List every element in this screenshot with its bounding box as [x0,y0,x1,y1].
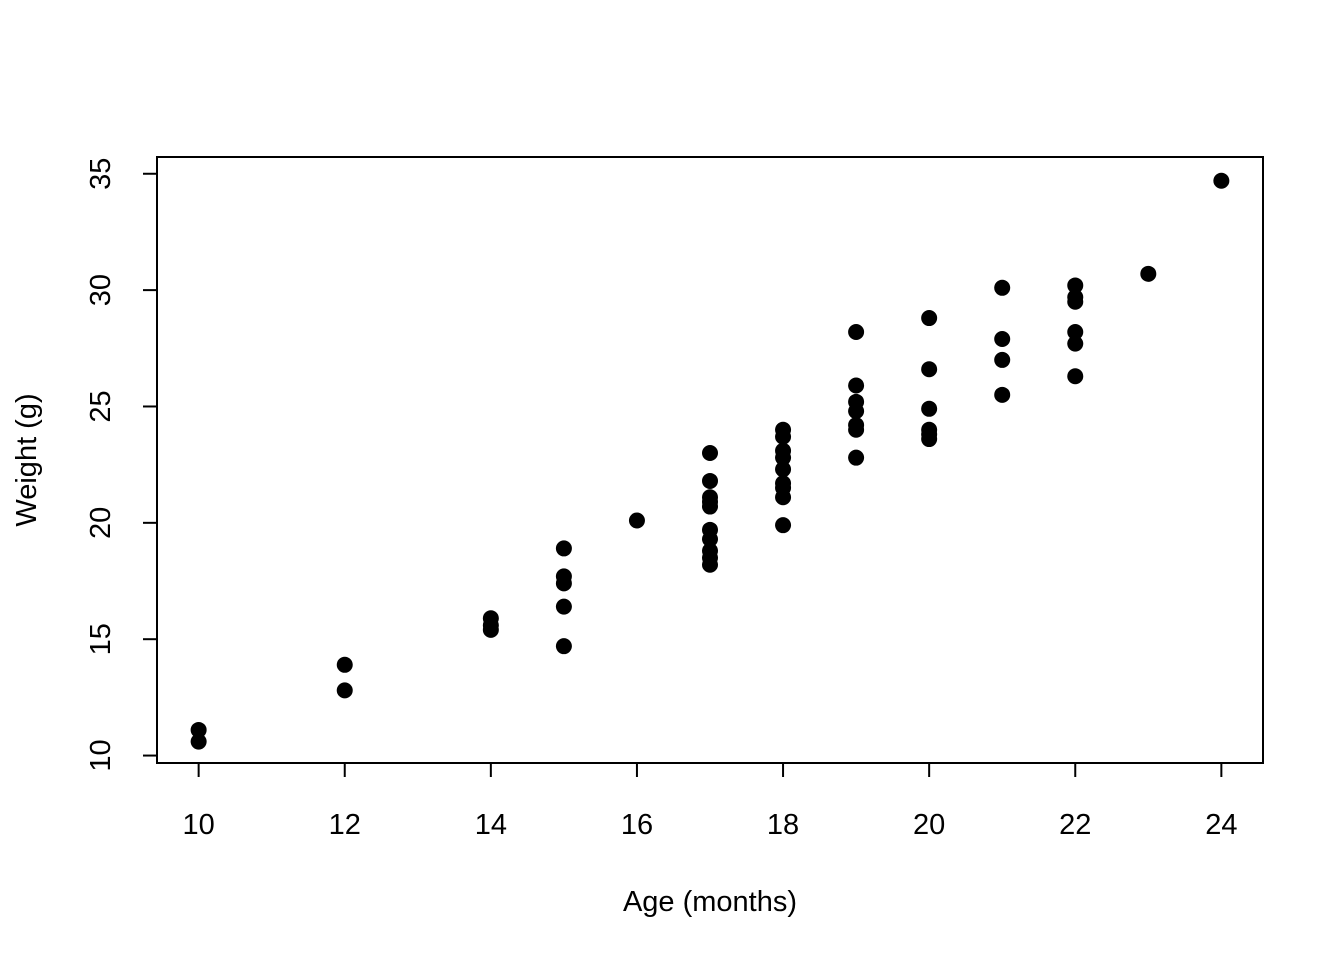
x-tick-label: 10 [183,809,215,841]
data-point [775,428,792,445]
x-tick-label: 24 [1205,809,1237,841]
data-point [775,517,792,534]
data-point [1067,277,1084,294]
y-tick-label: 30 [85,274,117,306]
data-point [190,721,207,738]
data-point [994,386,1011,403]
data-point [702,445,718,462]
data-point [702,472,718,489]
data-point [336,656,353,673]
data-point [848,421,865,438]
data-point [702,556,718,573]
data-point [555,540,572,557]
data-point [848,403,865,420]
data-point [336,682,353,699]
data-point [555,575,572,592]
data-point [921,400,938,417]
data-point [1067,368,1084,385]
y-axis: 10 15 20 25 30 35 [85,158,158,772]
data-point [921,431,938,448]
x-tick-label: 20 [913,809,945,841]
data-point [848,377,865,394]
data-point [775,489,792,506]
y-tick-label: 20 [85,507,117,539]
x-tick-label: 12 [329,809,361,841]
data-point [628,512,645,529]
data-point [555,638,572,655]
x-tick-label: 18 [767,809,799,841]
data-point [775,449,792,466]
data-point [921,310,938,327]
data-point [1213,172,1230,189]
y-tick-label: 35 [85,158,117,190]
data-point [994,351,1011,368]
data-point [482,621,499,638]
x-tick-label: 16 [621,809,653,841]
data-point [1067,324,1084,341]
x-tick-label: 22 [1059,809,1091,841]
data-point [994,330,1011,347]
data-point [190,733,207,750]
y-tick-label: 15 [85,623,117,655]
data-point [1067,293,1084,310]
data-point [848,324,865,341]
data-point [994,279,1011,296]
x-axis: 10 12 14 16 18 20 22 24 [183,762,1237,841]
y-tick-label: 10 [85,739,117,771]
data-point [1140,265,1157,282]
data-point [775,461,792,478]
data-point [848,449,865,466]
data-point [555,598,572,615]
data-point [1067,335,1084,352]
data-point [702,531,718,548]
x-axis-title: Age (months) [623,886,797,918]
data-point [702,498,718,515]
y-axis-title: Weight (g) [11,393,43,526]
data-points [190,172,1230,750]
x-tick-label: 14 [475,809,507,841]
y-tick-label: 25 [85,390,117,422]
data-point [921,361,938,378]
